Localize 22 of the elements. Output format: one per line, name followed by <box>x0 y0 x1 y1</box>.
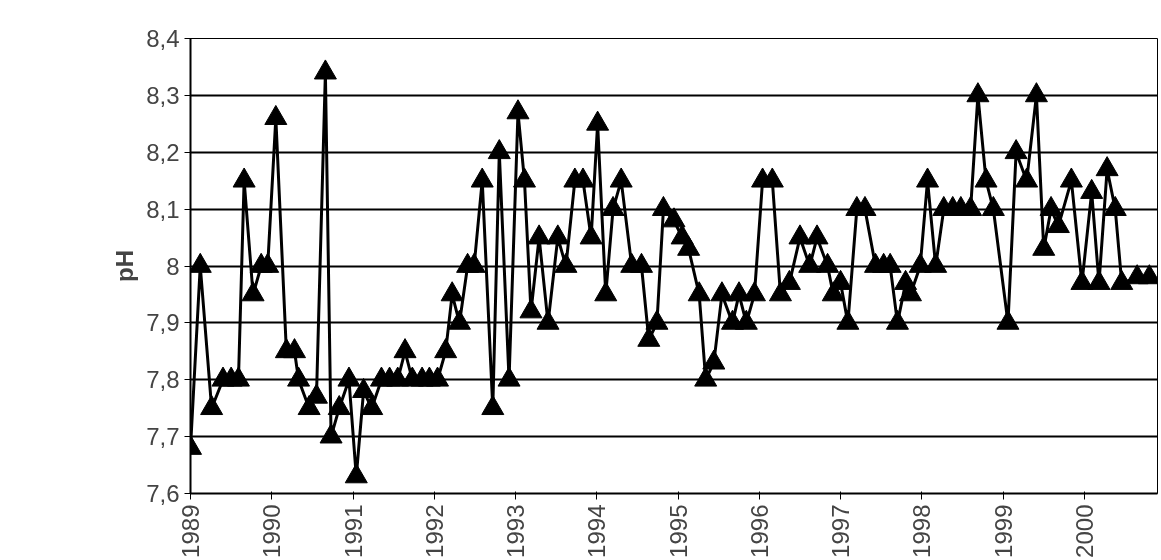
x-tick-label: 1995 <box>664 504 692 558</box>
x-tick-label: 2000 <box>1070 504 1098 558</box>
x-tick-label: 1990 <box>258 504 286 558</box>
x-tick-label: 1991 <box>339 504 367 558</box>
y-tick-label: 8,3 <box>146 81 180 109</box>
y-tick-label: 7,7 <box>146 423 180 451</box>
y-tick-label: 7,8 <box>146 366 180 394</box>
x-tick-label: 1993 <box>502 504 530 558</box>
y-tick-label: 7,6 <box>146 480 180 507</box>
x-tick-label: 1992 <box>420 504 448 558</box>
x-tick-label: 1996 <box>745 504 773 558</box>
y-tick-label: 8,1 <box>146 195 180 223</box>
x-tick-label: 1999 <box>989 504 1017 558</box>
x-tick-label: 1997 <box>827 504 855 558</box>
y-tick-label: 8 <box>166 252 180 280</box>
x-tick-label: 1989 <box>177 504 204 558</box>
y-tick-label: 7,9 <box>146 309 180 337</box>
y-axis-title: pH <box>111 250 139 282</box>
y-tick-label: 8,2 <box>146 138 180 166</box>
y-tick-label: 8,4 <box>146 25 180 52</box>
x-tick-label: 1994 <box>583 504 611 558</box>
x-tick-label: 1998 <box>908 504 936 558</box>
